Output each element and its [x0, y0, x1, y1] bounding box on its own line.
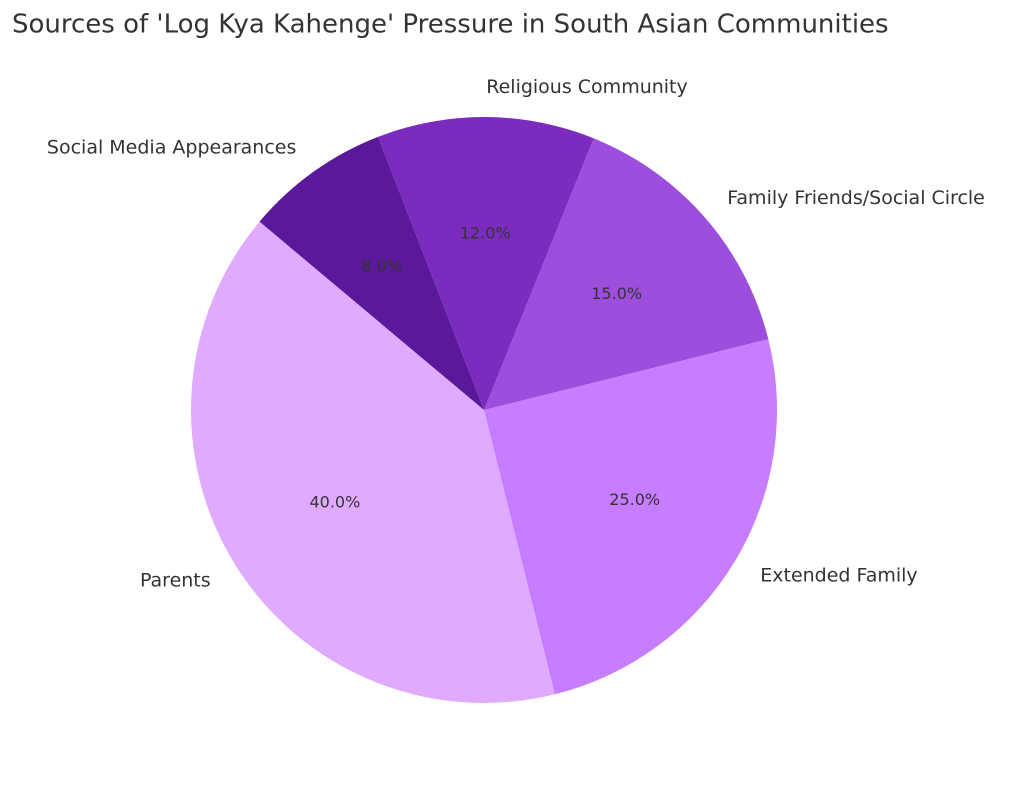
pie-slice — [259, 136, 484, 410]
pie-slice — [378, 117, 594, 410]
value-label: 15.0% — [591, 284, 642, 303]
chart-title: Sources of 'Log Kya Kahenge' Pressure in… — [12, 10, 889, 40]
slice-label: Family Friends/Social Circle — [727, 187, 985, 209]
pie-slice — [191, 221, 555, 703]
pie-slice — [484, 339, 777, 695]
value-label: 40.0% — [309, 493, 360, 512]
value-label: 25.0% — [609, 490, 660, 509]
slice-label: Religious Community — [486, 76, 688, 98]
slice-label: Social Media Appearances — [47, 136, 296, 158]
pie-slice — [484, 138, 769, 410]
value-label: 12.0% — [460, 224, 511, 243]
slice-label: Parents — [140, 569, 211, 591]
value-label: 8.0% — [361, 257, 402, 276]
slice-label: Extended Family — [760, 564, 917, 586]
